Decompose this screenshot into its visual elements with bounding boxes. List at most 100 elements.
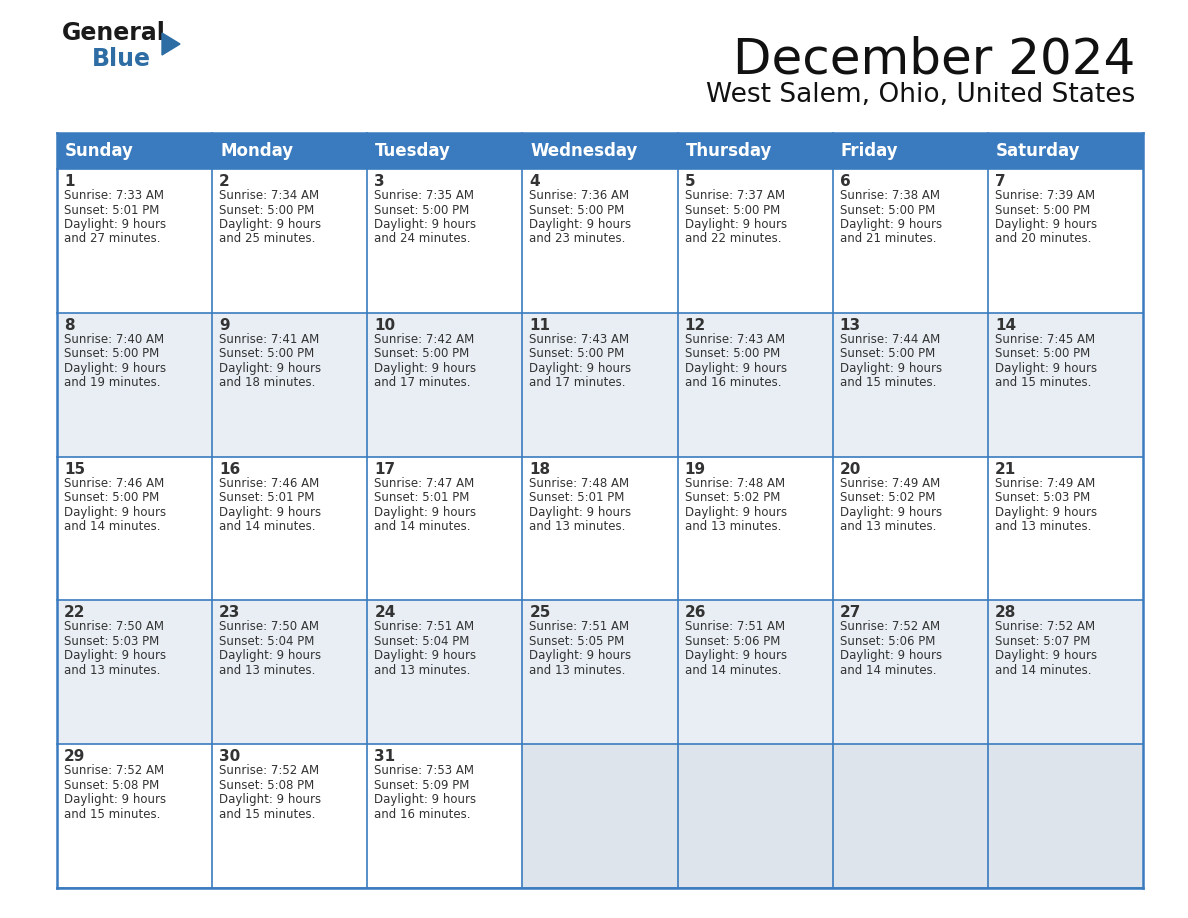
Text: and 14 minutes.: and 14 minutes. [684, 664, 781, 677]
Text: Sunset: 5:05 PM: Sunset: 5:05 PM [530, 635, 625, 648]
Text: Sunrise: 7:38 AM: Sunrise: 7:38 AM [840, 189, 940, 202]
Text: Daylight: 9 hours: Daylight: 9 hours [530, 218, 632, 231]
Text: and 15 minutes.: and 15 minutes. [840, 376, 936, 389]
Text: and 14 minutes.: and 14 minutes. [374, 521, 470, 533]
Bar [57, 744, 213, 888]
Text: 14: 14 [994, 318, 1016, 333]
Text: Sunset: 5:00 PM: Sunset: 5:00 PM [64, 491, 159, 504]
Text: and 20 minutes.: and 20 minutes. [994, 232, 1092, 245]
Text: and 15 minutes.: and 15 minutes. [64, 808, 160, 821]
Text: Daylight: 9 hours: Daylight: 9 hours [840, 649, 942, 663]
Text: Daylight: 9 hours: Daylight: 9 hours [994, 649, 1097, 663]
Text: 8: 8 [64, 318, 75, 333]
Text: Sunrise: 7:51 AM: Sunrise: 7:51 AM [374, 621, 474, 633]
Text: Sunrise: 7:46 AM: Sunrise: 7:46 AM [219, 476, 320, 489]
Text: 11: 11 [530, 318, 550, 333]
Text: Daylight: 9 hours: Daylight: 9 hours [219, 218, 321, 231]
Text: 3: 3 [374, 174, 385, 189]
Text: Monday: Monday [220, 142, 293, 160]
Text: Blue: Blue [91, 47, 151, 71]
Bar [213, 456, 367, 600]
Text: Sunset: 5:03 PM: Sunset: 5:03 PM [64, 635, 159, 648]
Polygon shape [162, 33, 181, 55]
Text: Sunrise: 7:36 AM: Sunrise: 7:36 AM [530, 189, 630, 202]
Text: and 21 minutes.: and 21 minutes. [840, 232, 936, 245]
Bar [523, 744, 677, 888]
Text: Sunrise: 7:48 AM: Sunrise: 7:48 AM [684, 476, 785, 489]
Text: Daylight: 9 hours: Daylight: 9 hours [374, 362, 476, 375]
Text: and 19 minutes.: and 19 minutes. [64, 376, 160, 389]
Text: 6: 6 [840, 174, 851, 189]
Bar [677, 313, 833, 456]
Text: and 13 minutes.: and 13 minutes. [684, 521, 781, 533]
Bar [988, 169, 1143, 313]
Text: Daylight: 9 hours: Daylight: 9 hours [374, 218, 476, 231]
Text: and 15 minutes.: and 15 minutes. [219, 808, 316, 821]
Text: Sunrise: 7:43 AM: Sunrise: 7:43 AM [530, 333, 630, 346]
Bar [833, 600, 988, 744]
Text: Wednesday: Wednesday [530, 142, 638, 160]
Bar [523, 169, 677, 313]
Bar [988, 456, 1143, 600]
Text: and 24 minutes.: and 24 minutes. [374, 232, 470, 245]
Bar [833, 456, 988, 600]
Text: Sunset: 5:04 PM: Sunset: 5:04 PM [374, 635, 469, 648]
Text: Sunset: 5:03 PM: Sunset: 5:03 PM [994, 491, 1091, 504]
Text: Sunrise: 7:33 AM: Sunrise: 7:33 AM [64, 189, 164, 202]
Text: and 15 minutes.: and 15 minutes. [994, 376, 1092, 389]
Bar [677, 133, 833, 169]
Text: Sunset: 5:01 PM: Sunset: 5:01 PM [374, 491, 469, 504]
Text: 13: 13 [840, 318, 861, 333]
Text: and 16 minutes.: and 16 minutes. [374, 808, 470, 821]
Text: Sunrise: 7:51 AM: Sunrise: 7:51 AM [684, 621, 785, 633]
Text: Daylight: 9 hours: Daylight: 9 hours [219, 649, 321, 663]
Text: Daylight: 9 hours: Daylight: 9 hours [840, 362, 942, 375]
Bar [833, 169, 988, 313]
Text: Sunset: 5:00 PM: Sunset: 5:00 PM [530, 204, 625, 217]
Text: and 14 minutes.: and 14 minutes. [219, 521, 316, 533]
Text: Sunrise: 7:34 AM: Sunrise: 7:34 AM [219, 189, 320, 202]
Text: 4: 4 [530, 174, 541, 189]
Text: Sunset: 5:00 PM: Sunset: 5:00 PM [64, 347, 159, 360]
Text: Sunset: 5:00 PM: Sunset: 5:00 PM [374, 347, 469, 360]
Text: Sunrise: 7:35 AM: Sunrise: 7:35 AM [374, 189, 474, 202]
Text: Daylight: 9 hours: Daylight: 9 hours [530, 506, 632, 519]
Text: Daylight: 9 hours: Daylight: 9 hours [374, 649, 476, 663]
Text: Sunset: 5:00 PM: Sunset: 5:00 PM [530, 347, 625, 360]
Text: Sunset: 5:00 PM: Sunset: 5:00 PM [684, 347, 779, 360]
Bar [213, 169, 367, 313]
Bar [213, 744, 367, 888]
Text: 10: 10 [374, 318, 396, 333]
Text: Daylight: 9 hours: Daylight: 9 hours [684, 506, 786, 519]
Text: and 17 minutes.: and 17 minutes. [530, 376, 626, 389]
Text: Sunset: 5:06 PM: Sunset: 5:06 PM [840, 635, 935, 648]
Text: Sunset: 5:00 PM: Sunset: 5:00 PM [219, 347, 315, 360]
Text: Daylight: 9 hours: Daylight: 9 hours [64, 649, 166, 663]
Text: 25: 25 [530, 605, 551, 621]
Text: Sunrise: 7:46 AM: Sunrise: 7:46 AM [64, 476, 164, 489]
Text: Sunset: 5:06 PM: Sunset: 5:06 PM [684, 635, 781, 648]
Bar [677, 600, 833, 744]
Bar [213, 133, 367, 169]
Text: Sunrise: 7:40 AM: Sunrise: 7:40 AM [64, 333, 164, 346]
Bar [367, 313, 523, 456]
Text: Daylight: 9 hours: Daylight: 9 hours [374, 793, 476, 806]
Text: and 13 minutes.: and 13 minutes. [374, 664, 470, 677]
Text: Sunrise: 7:44 AM: Sunrise: 7:44 AM [840, 333, 940, 346]
Text: Daylight: 9 hours: Daylight: 9 hours [994, 218, 1097, 231]
Text: Sunset: 5:00 PM: Sunset: 5:00 PM [374, 204, 469, 217]
Text: and 16 minutes.: and 16 minutes. [684, 376, 781, 389]
Text: and 25 minutes.: and 25 minutes. [219, 232, 316, 245]
Text: Sunset: 5:07 PM: Sunset: 5:07 PM [994, 635, 1091, 648]
Text: and 17 minutes.: and 17 minutes. [374, 376, 470, 389]
Text: and 23 minutes.: and 23 minutes. [530, 232, 626, 245]
Text: and 13 minutes.: and 13 minutes. [530, 521, 626, 533]
Text: Sunrise: 7:51 AM: Sunrise: 7:51 AM [530, 621, 630, 633]
Text: Sunrise: 7:42 AM: Sunrise: 7:42 AM [374, 333, 474, 346]
Bar [833, 744, 988, 888]
Bar [988, 133, 1143, 169]
Bar [367, 133, 523, 169]
Bar [677, 744, 833, 888]
Text: and 22 minutes.: and 22 minutes. [684, 232, 781, 245]
Text: Sunset: 5:01 PM: Sunset: 5:01 PM [64, 204, 159, 217]
